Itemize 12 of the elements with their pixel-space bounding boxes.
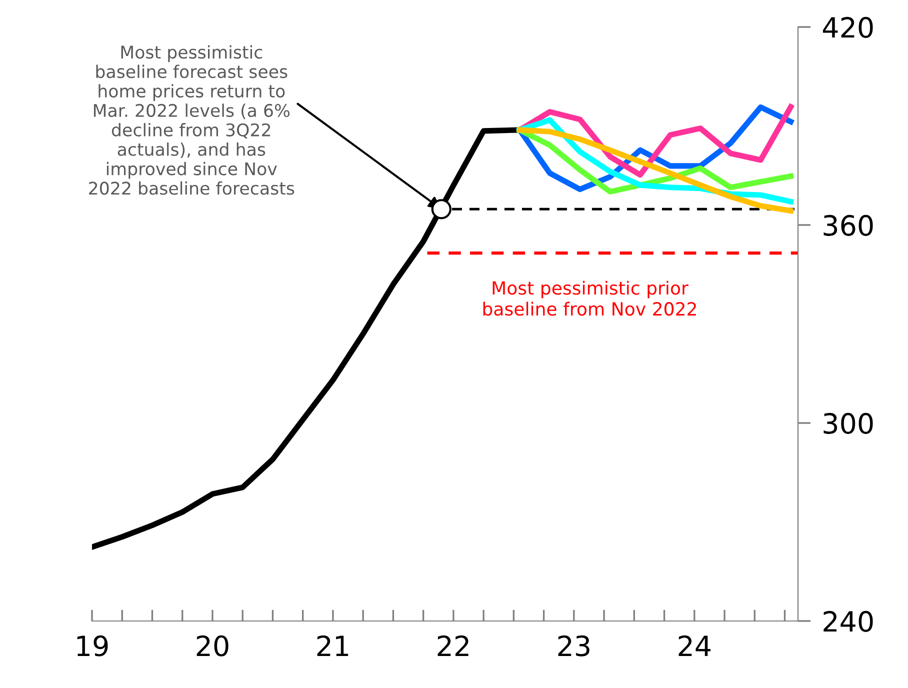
x-tick-label: 23 — [558, 635, 590, 656]
x-tick-label: 20 — [196, 635, 228, 656]
y-tick-label: 420 — [822, 16, 873, 38]
x-tick-label: 19 — [77, 635, 108, 656]
x-tick-label: 22 — [438, 635, 468, 656]
y-tick-label: 240 — [824, 610, 873, 632]
x-tick-label: 24 — [678, 635, 711, 656]
annotation: Most pessimistic baseline forecast sees home prices return to Mar. 2022 levels (a 6% decline from 3Q22 actuals), and has improved since Nov 2022 baseline forecasts — [89, 45, 294, 195]
y-tick-label: 300 — [824, 412, 873, 434]
x-tick-label: 21 — [317, 635, 348, 656]
ref-line-label: Most pessimistic prior baseline from Nov 2022 — [483, 280, 696, 316]
y-tick-label: 360 — [824, 214, 873, 236]
